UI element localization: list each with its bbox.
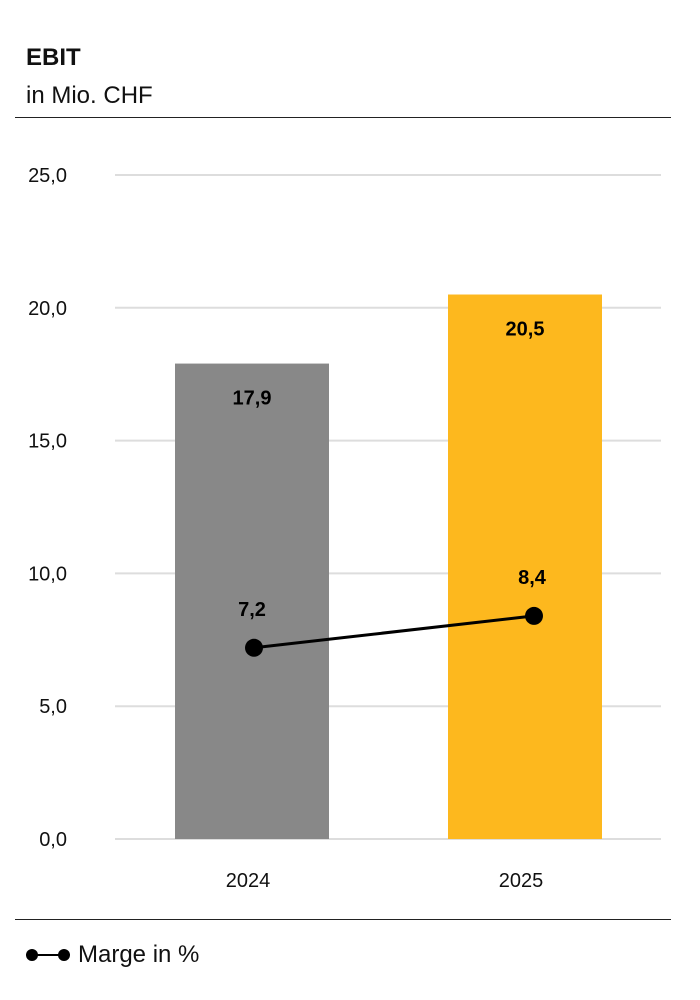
y-tick-label: 15,0 xyxy=(28,431,67,453)
margin-point xyxy=(525,606,543,625)
margin-line xyxy=(253,614,535,650)
margin-value-label: 7,2 xyxy=(238,599,266,621)
y-tick-label: 0,0 xyxy=(39,829,67,851)
bar-value-label: 17,9 xyxy=(233,388,272,410)
legend-line-marker-icon xyxy=(26,949,70,961)
x-tick-label: 2025 xyxy=(499,870,544,892)
y-tick-label: 10,0 xyxy=(28,563,67,585)
legend-label: Marge in % xyxy=(78,941,200,968)
bar-value-label: 20,5 xyxy=(506,319,545,341)
ebit-chart: 0,0 5,0 10,0 15,0 20,0 25,0 17,9 20,5 7,2 8,4 2… xyxy=(28,165,661,892)
y-tick-label: 20,0 xyxy=(28,298,67,320)
top-rule xyxy=(15,117,671,118)
y-tick-label: 25,0 xyxy=(28,165,67,187)
margin-line-series: 7,2 8,4 xyxy=(238,567,547,657)
bottom-rule xyxy=(15,919,671,920)
y-tick-label: 5,0 xyxy=(39,696,67,718)
y-axis-tick-labels: 0,0 5,0 10,0 15,0 20,0 25,0 xyxy=(28,165,67,851)
legend: Marge in % xyxy=(26,940,199,970)
bar-2025 xyxy=(448,294,602,839)
x-tick-label: 2024 xyxy=(226,870,271,892)
bars xyxy=(175,294,602,839)
bar-2024 xyxy=(175,363,329,839)
margin-value-label: 8,4 xyxy=(518,567,547,589)
chart-subtitle: in Mio. CHF xyxy=(26,82,153,109)
margin-point xyxy=(245,638,263,657)
x-axis-tick-labels: 2024 2025 xyxy=(226,870,544,892)
bar-value-labels: 17,9 20,5 xyxy=(233,319,545,410)
chart-title: EBIT xyxy=(26,44,81,71)
